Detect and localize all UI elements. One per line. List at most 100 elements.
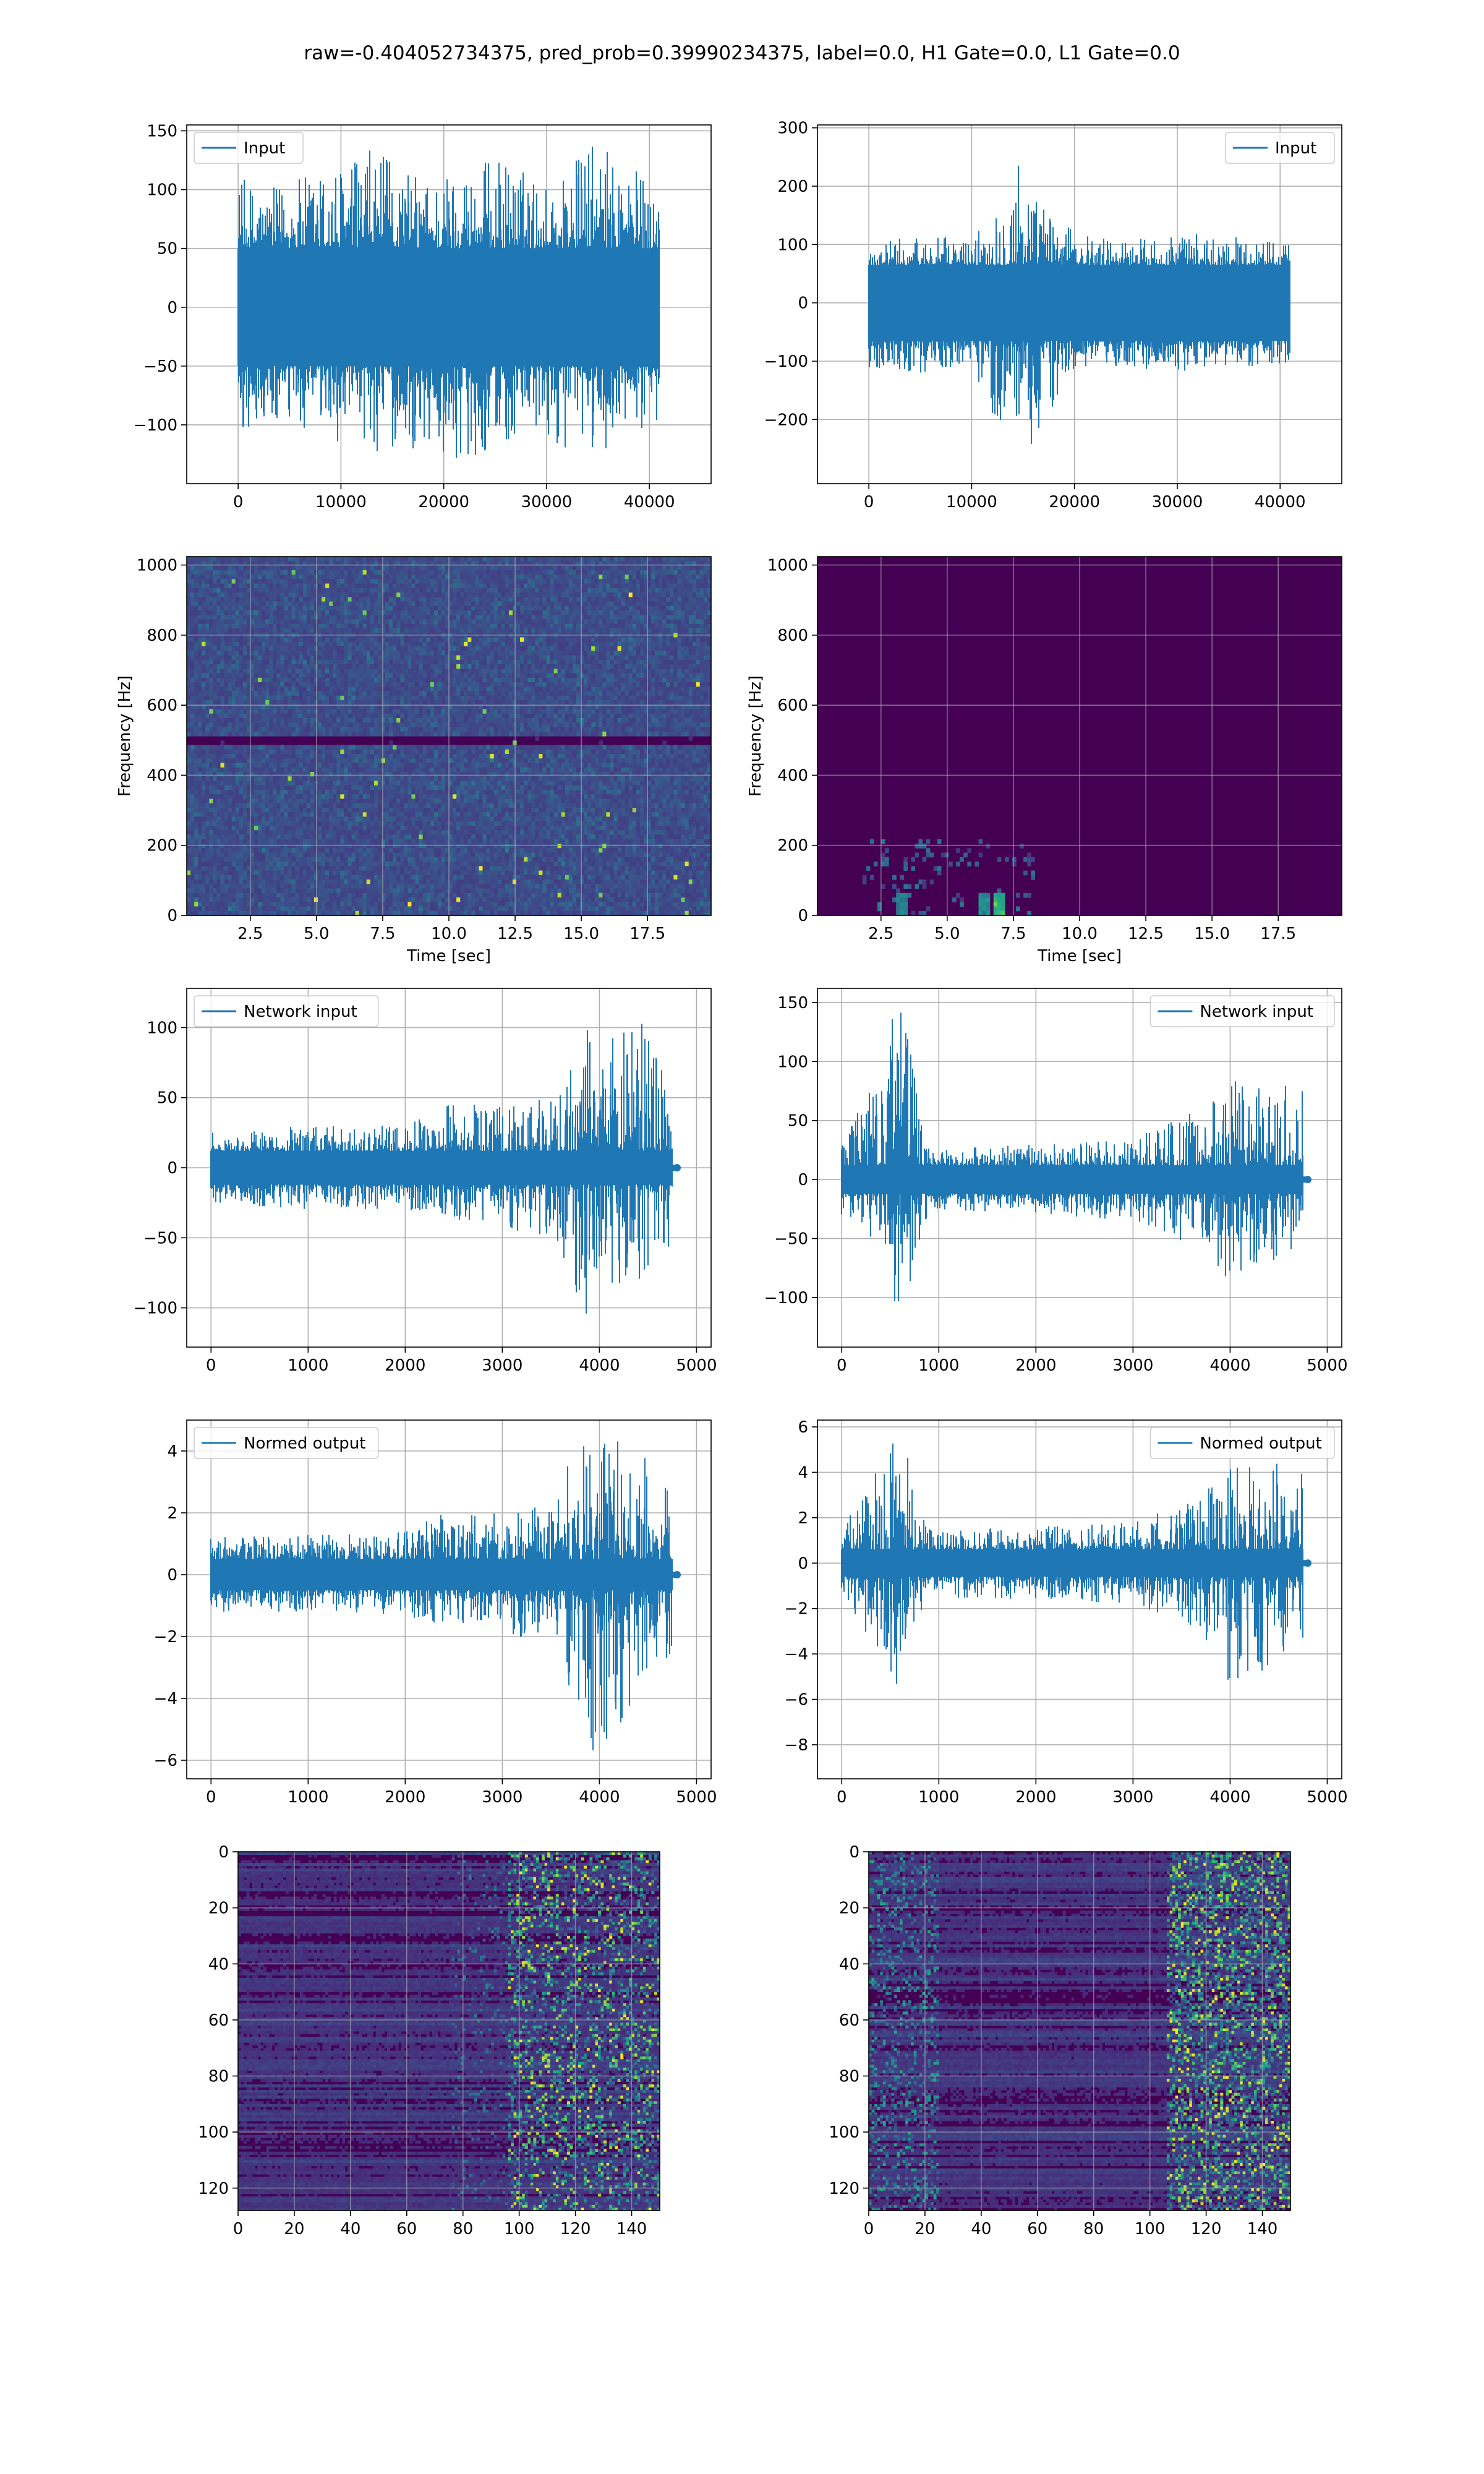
- heatmap-cell: [359, 557, 364, 562]
- heatmap-cell: [460, 602, 464, 607]
- heatmap-cell: [681, 597, 686, 602]
- heatmap-cell: [336, 602, 341, 607]
- heatmap-cell: [363, 597, 367, 602]
- heatmap-cell: [367, 597, 371, 602]
- heatmap-cell: [550, 593, 555, 597]
- heatmap-cell: [666, 579, 670, 584]
- heatmap-cell: [389, 610, 393, 615]
- heatmap-cell: [378, 584, 382, 589]
- heatmap-cell: [584, 593, 588, 597]
- heatmap-cell: [456, 593, 461, 597]
- heatmap-cell: [370, 602, 375, 607]
- heatmap-cell: [591, 566, 595, 571]
- heatmap-cell: [475, 597, 479, 602]
- heatmap-cell: [576, 620, 581, 625]
- heatmap-cell: [494, 620, 498, 625]
- heatmap-cell: [591, 610, 595, 615]
- heatmap-cell: [276, 624, 281, 629]
- heatmap-cell: [400, 557, 404, 562]
- heatmap-cell: [378, 602, 382, 607]
- heatmap-cell: [633, 584, 637, 589]
- heatmap-cell: [547, 606, 551, 611]
- heatmap-cell: [547, 602, 551, 607]
- heatmap-cell: [336, 620, 341, 625]
- heatmap-cell: [393, 579, 397, 584]
- heatmap-cell: [307, 593, 311, 597]
- heatmap-cell: [554, 579, 558, 584]
- heatmap-cell: [689, 570, 693, 575]
- heatmap-cell: [276, 579, 281, 584]
- heatmap-cell: [438, 620, 442, 625]
- heatmap-cell: [359, 624, 364, 629]
- heatmap-cell: [359, 593, 364, 597]
- heatmap-cell: [565, 566, 569, 571]
- heatmap-cell: [340, 606, 344, 611]
- heatmap-cell: [404, 570, 408, 575]
- heatmap-cell: [681, 579, 686, 584]
- heatmap-cell: [569, 579, 573, 584]
- heatmap-cell: [280, 575, 284, 580]
- y-tick-label: 0: [167, 299, 177, 317]
- heatmap-cell: [498, 588, 502, 593]
- heatmap-cell: [258, 624, 262, 629]
- heatmap-cell: [636, 593, 641, 597]
- heatmap-cell: [527, 570, 532, 575]
- heatmap-cell: [374, 584, 378, 589]
- heatmap-cell: [374, 606, 378, 611]
- heatmap-cell: [269, 588, 273, 593]
- heatmap-cell: [396, 615, 401, 620]
- heatmap-cell: [367, 606, 371, 611]
- heatmap-cell: [254, 602, 258, 607]
- heatmap-cell: [516, 610, 521, 615]
- heatmap-cell: [527, 615, 532, 620]
- heatmap-cell: [498, 575, 502, 580]
- heatmap-cell: [550, 588, 555, 593]
- heatmap-cell: [404, 620, 408, 625]
- heatmap-cell: [580, 575, 584, 580]
- heatmap-cell: [584, 597, 588, 602]
- heatmap-cell: [704, 566, 708, 571]
- heatmap-cell: [359, 566, 364, 571]
- heatmap-cell: [276, 570, 281, 575]
- heatmap-cell: [509, 593, 513, 597]
- heatmap-cell: [205, 602, 210, 607]
- heatmap-cell: [640, 624, 644, 629]
- heatmap-cell: [520, 597, 524, 602]
- heatmap-cell: [411, 606, 416, 611]
- heatmap-cell: [662, 593, 667, 597]
- heatmap-cell: [333, 615, 337, 620]
- heatmap-cell: [190, 579, 195, 584]
- heatmap-cell: [427, 620, 431, 625]
- heatmap-cell: [636, 620, 641, 625]
- heatmap-cell: [382, 606, 386, 611]
- heatmap-cell: [576, 584, 581, 589]
- heatmap-cell: [322, 570, 326, 575]
- heatmap-cell: [224, 610, 229, 615]
- heatmap-cell: [288, 579, 292, 584]
- heatmap-cell: [340, 610, 344, 615]
- heatmap-cell: [547, 557, 551, 562]
- heatmap-cell: [621, 615, 626, 620]
- heatmap-cell: [550, 575, 555, 580]
- heatmap-cell: [449, 602, 453, 607]
- heatmap-cell: [704, 606, 708, 611]
- heatmap-cell: [475, 584, 479, 589]
- heatmap-cell: [509, 620, 513, 625]
- heatmap-cell: [296, 570, 300, 575]
- heatmap-cell: [636, 610, 641, 615]
- heatmap-cell: [673, 584, 678, 589]
- heatmap-cell: [558, 584, 562, 589]
- heatmap-cell: [464, 575, 468, 580]
- heatmap-cell: [276, 588, 281, 593]
- heatmap-cell: [542, 606, 547, 611]
- heatmap-cell: [325, 579, 330, 584]
- heatmap-cell: [411, 570, 416, 575]
- heatmap-cell: [673, 566, 678, 571]
- heatmap-cell: [273, 620, 277, 625]
- heatmap-cell: [430, 570, 435, 575]
- heatmap-cell: [535, 615, 539, 620]
- heatmap-cell: [591, 624, 595, 629]
- heatmap-cell: [389, 579, 393, 584]
- heatmap-cell: [224, 588, 229, 593]
- heatmap-cell: [423, 579, 427, 584]
